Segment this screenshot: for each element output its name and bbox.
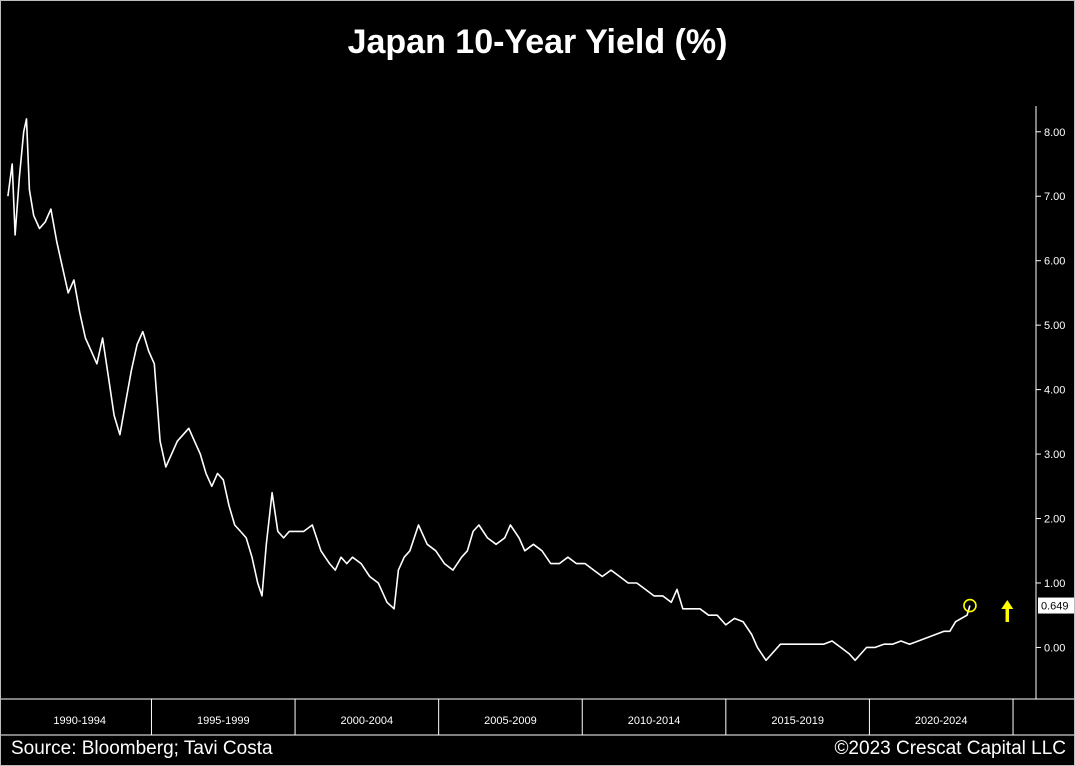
period-label: 2015-2019 bbox=[771, 715, 824, 727]
period-label: 1990-1994 bbox=[53, 715, 106, 727]
period-label: 2010-2014 bbox=[628, 715, 681, 727]
y-tick-label: 5.00 bbox=[1044, 320, 1065, 332]
copyright-note: ©2023 Crescat Capital LLC bbox=[834, 738, 1066, 759]
series-layer: 0.649 bbox=[7, 118, 1074, 662]
period-label: 2000-2004 bbox=[341, 715, 394, 727]
chart-title: Japan 10-Year Yield (%) bbox=[347, 23, 728, 61]
period-label: 2020-2024 bbox=[915, 715, 968, 727]
x-axis: 1990-1994 1995-1999 2000-2004 2005-2009 2010… bbox=[1, 698, 1074, 736]
period-label: 2005-2009 bbox=[484, 715, 537, 727]
annotation-layer bbox=[963, 598, 1014, 622]
y-tick-label: 4.00 bbox=[1044, 385, 1065, 397]
y-tick-label: 2.00 bbox=[1044, 514, 1065, 526]
y-tick-label: 3.00 bbox=[1044, 449, 1065, 461]
yield-line bbox=[7, 118, 971, 662]
up-arrow-icon bbox=[1001, 599, 1014, 609]
highlight-circle bbox=[963, 598, 977, 613]
y-tick-label: 8.00 bbox=[1044, 127, 1065, 139]
last-value-box bbox=[1038, 597, 1074, 614]
y-tick-label: 7.00 bbox=[1044, 191, 1065, 203]
y-tick-label: 1.00 bbox=[1044, 578, 1065, 590]
y-tick-label: 0.00 bbox=[1044, 642, 1065, 654]
last-value-label: 0.649 bbox=[1041, 601, 1069, 613]
source-note: Source: Bloomberg; Tavi Costa bbox=[11, 738, 273, 759]
y-tick-label: 6.00 bbox=[1044, 256, 1065, 268]
period-label: 1995-1999 bbox=[197, 715, 250, 727]
y-axis: 8.00 7.00 6.00 5.00 4.00 3.00 2.00 1.00 0.00 bbox=[1035, 106, 1065, 699]
